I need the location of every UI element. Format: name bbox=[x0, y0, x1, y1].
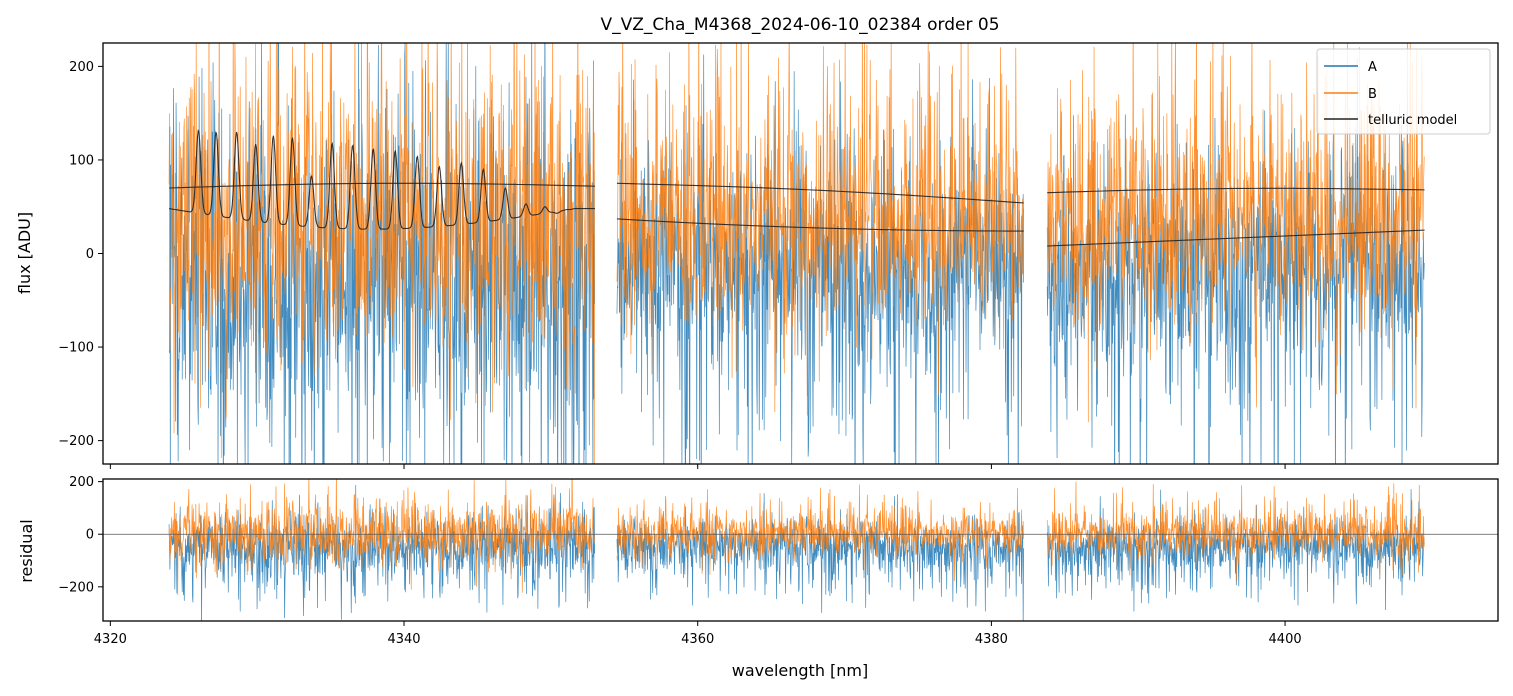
legend-label-a: A bbox=[1368, 60, 1377, 75]
residual-plot-frame bbox=[102, 478, 1499, 622]
legend-label-b: B bbox=[1368, 87, 1377, 102]
residual-xtick-label: 4320 bbox=[94, 632, 127, 647]
series-a-segment-1 bbox=[168, 43, 595, 464]
residual-b-segment-1 bbox=[168, 479, 595, 595]
x-axis-label: wavelength [nm] bbox=[732, 661, 869, 680]
residual-xtick-label: 4380 bbox=[975, 632, 1008, 647]
main-ytick-label: 0 bbox=[86, 247, 94, 262]
main-ytick-label: −100 bbox=[58, 341, 94, 356]
residual-y-axis-label: residual bbox=[17, 519, 36, 582]
telluric-upper-curve-2 bbox=[616, 182, 1024, 204]
main-panel: −200 −100 0 100 200 flux [ADU] A B telluric … bbox=[15, 42, 1499, 469]
main-x-axis bbox=[109, 464, 1286, 469]
main-y-axis-label: flux [ADU] bbox=[15, 212, 34, 294]
residual-ytick-label: 200 bbox=[69, 475, 94, 490]
residual-b-segment-2 bbox=[616, 484, 1024, 582]
series-b-segment-1 bbox=[168, 43, 595, 464]
residual-a-segment-3 bbox=[1046, 489, 1425, 612]
residual-ytick-label: −200 bbox=[58, 580, 94, 595]
series-b-segment-2 bbox=[616, 43, 1024, 416]
residual-xtick-label: 4360 bbox=[681, 632, 714, 647]
main-data-layer bbox=[168, 43, 1425, 464]
residual-ytick-label: 0 bbox=[86, 528, 94, 543]
telluric-lower-curve-2 bbox=[616, 218, 1024, 232]
residual-panel: −200 0 200 4320 4340 4360 4380 4400 residual w… bbox=[17, 475, 1499, 680]
series-b-segment-3 bbox=[1046, 43, 1425, 423]
residual-y-axis: −200 0 200 bbox=[58, 475, 103, 595]
residual-a-segment-2 bbox=[616, 493, 1024, 621]
series-a-segment-3 bbox=[1046, 58, 1425, 464]
legend-box bbox=[1316, 48, 1491, 135]
telluric-upper-curve-3 bbox=[1047, 187, 1425, 194]
residual-xtick-label: 4340 bbox=[387, 632, 420, 647]
main-ytick-label: −200 bbox=[58, 434, 94, 449]
chart-title: V_VZ_Cha_M4368_2024-06-10_02384 order 05 bbox=[600, 15, 999, 35]
telluric-lower-curve-3 bbox=[1047, 229, 1425, 247]
residual-a-segment-1 bbox=[168, 485, 595, 621]
main-ytick-label: 200 bbox=[69, 60, 94, 75]
legend: A B telluric model bbox=[1316, 48, 1491, 135]
residual-data-layer bbox=[103, 479, 1498, 621]
series-a-segment-2 bbox=[616, 54, 1024, 464]
main-ytick-label: 100 bbox=[69, 153, 94, 168]
residual-b-segment-3 bbox=[1046, 481, 1425, 581]
residual-xtick-label: 4400 bbox=[1269, 632, 1302, 647]
telluric-lower-curve-1 bbox=[168, 129, 595, 230]
main-y-axis: −200 −100 0 100 200 bbox=[58, 60, 103, 449]
legend-label-telluric: telluric model bbox=[1368, 113, 1457, 128]
residual-x-axis: 4320 4340 4360 4380 4400 bbox=[94, 621, 1302, 647]
